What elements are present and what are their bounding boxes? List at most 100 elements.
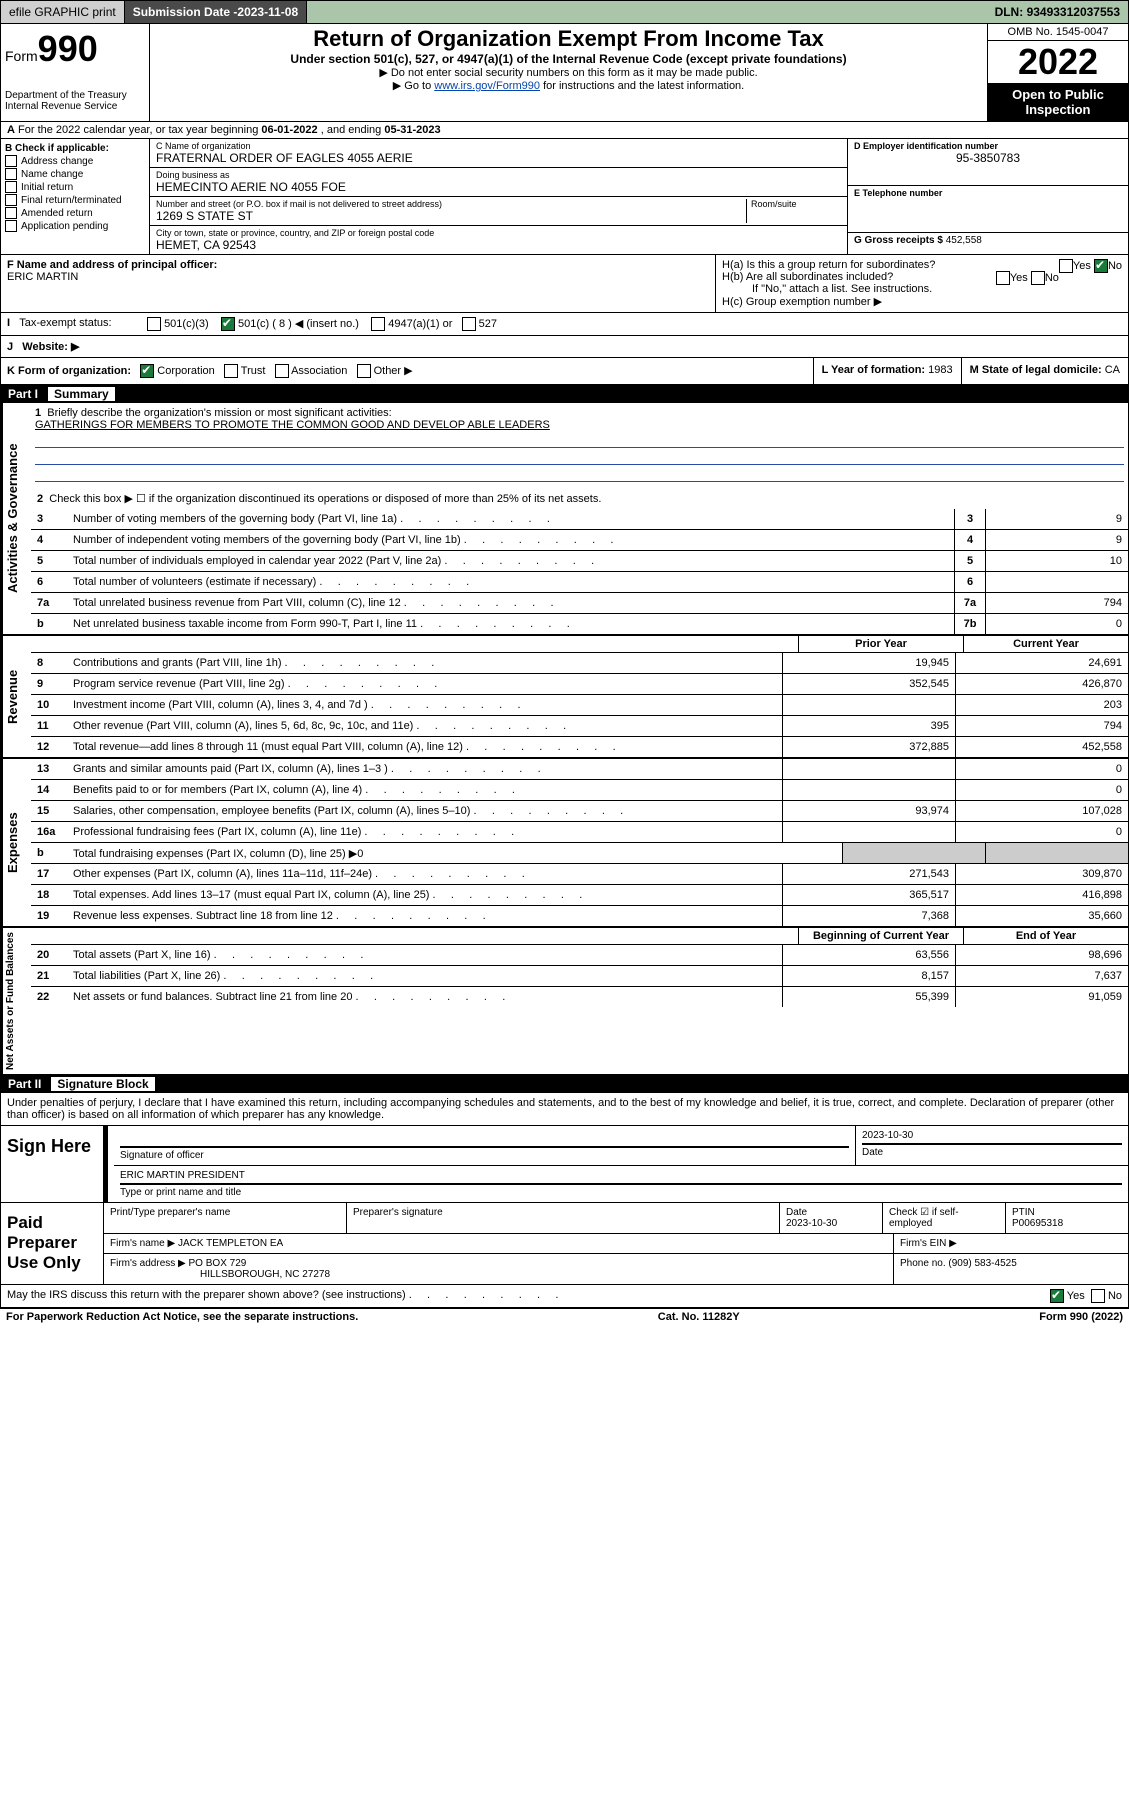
summary-line-15: 15Salaries, other compensation, employee… (31, 801, 1128, 822)
ha-no-checkbox[interactable] (1094, 259, 1108, 273)
self-employed-check[interactable]: Check ☑ if self-employed (883, 1203, 1006, 1233)
trust-checkbox[interactable] (224, 364, 238, 378)
governance-label: Activities & Governance (1, 403, 31, 634)
expenses-block: Expenses 13Grants and similar amounts pa… (1, 759, 1128, 928)
summary-line-10: 10Investment income (Part VIII, column (… (31, 695, 1128, 716)
efile-print-button[interactable]: efile GRAPHIC print (1, 1, 125, 23)
line-2: 2 Check this box ▶ ☐ if the organization… (31, 488, 1128, 509)
checkbox-application-pending[interactable]: Application pending (5, 220, 145, 232)
irs-link[interactable]: www.irs.gov/Form990 (434, 80, 540, 92)
preparer-name-field[interactable]: Print/Type preparer's name (104, 1203, 347, 1233)
527-checkbox[interactable] (462, 317, 476, 331)
form-subtitle: Under section 501(c), 527, or 4947(a)(1)… (156, 52, 981, 66)
group-return-section: H(a) Is this a group return for subordin… (716, 255, 1128, 312)
summary-line-b: bTotal fundraising expenses (Part IX, co… (31, 843, 1128, 864)
summary-line-3: 3Number of voting members of the governi… (31, 509, 1128, 530)
discuss-yes-checkbox[interactable] (1050, 1289, 1064, 1303)
officer-signature-field[interactable]: Signature of officer (114, 1126, 856, 1165)
summary-line-14: 14Benefits paid to or for members (Part … (31, 780, 1128, 801)
checkbox-initial-return[interactable]: Initial return (5, 181, 145, 193)
ssn-note: ▶ Do not enter social security numbers o… (156, 66, 981, 79)
summary-line-12: 12Total revenue—add lines 8 through 11 (… (31, 737, 1128, 757)
501c-checkbox[interactable] (221, 317, 235, 331)
row-j-website: J Website: ▶ (0, 336, 1129, 358)
corp-checkbox[interactable] (140, 364, 154, 378)
dln: DLN: 93493312037553 (995, 5, 1128, 19)
firm-phone: Phone no. (909) 583-4525 (894, 1254, 1128, 1284)
state-domicile: M State of legal domicile: CA (961, 358, 1128, 384)
preparer-signature-field[interactable]: Preparer's signature (347, 1203, 780, 1233)
summary-line-20: 20Total assets (Part X, line 16)63,55698… (31, 945, 1128, 966)
city-cell: City or town, state or province, country… (150, 226, 847, 254)
preparer-date: Date2023-10-30 (780, 1203, 883, 1233)
discuss-no-checkbox[interactable] (1091, 1289, 1105, 1303)
summary-line-4: 4Number of independent voting members of… (31, 530, 1128, 551)
officer-name-title: ERIC MARTIN PRESIDENT Type or print name… (114, 1166, 1128, 1202)
summary-line-18: 18Total expenses. Add lines 13–17 (must … (31, 885, 1128, 906)
telephone-cell: E Telephone number (848, 186, 1128, 233)
summary-line-13: 13Grants and similar amounts paid (Part … (31, 759, 1128, 780)
netassets-block: Net Assets or Fund Balances Beginning of… (1, 928, 1128, 1074)
col-b-checkboxes: B Check if applicable: Address change Na… (1, 139, 150, 254)
submission-date: Submission Date - 2023-11-08 (125, 1, 307, 23)
summary-line-6: 6Total number of volunteers (estimate if… (31, 572, 1128, 593)
part-2-header: Part II Signature Block (0, 1075, 1129, 1093)
summary-section: Activities & Governance 1 Briefly descri… (0, 403, 1129, 1075)
discuss-irs-row: May the IRS discuss this return with the… (0, 1285, 1129, 1308)
summary-line-8: 8Contributions and grants (Part VIII, li… (31, 653, 1128, 674)
summary-line-11: 11Other revenue (Part VIII, column (A), … (31, 716, 1128, 737)
row-a-tax-year: A For the 2022 calendar year, or tax yea… (0, 122, 1129, 139)
row-k: K Form of organization: Corporation Trus… (0, 358, 1129, 385)
dba-cell: Doing business as HEMECINTO AERIE NO 405… (150, 168, 847, 197)
revenue-block: Revenue Prior Year Current Year 8Contrib… (1, 636, 1128, 759)
expenses-label: Expenses (1, 759, 31, 926)
irs-label: Internal Revenue Service (5, 101, 145, 112)
dept-treasury: Department of the Treasury (5, 90, 145, 101)
summary-line-21: 21Total liabilities (Part X, line 26)8,1… (31, 966, 1128, 987)
instructions-link-line: ▶ Go to www.irs.gov/Form990 for instruct… (156, 79, 981, 92)
omb-number: OMB No. 1545-0047 (988, 24, 1128, 41)
summary-line-22: 22Net assets or fund balances. Subtract … (31, 987, 1128, 1007)
declaration-text: Under penalties of perjury, I declare th… (0, 1093, 1129, 1126)
row-f-h: F Name and address of principal officer:… (0, 255, 1129, 313)
hb-yes-checkbox[interactable] (996, 271, 1010, 285)
netassets-label: Net Assets or Fund Balances (1, 928, 31, 1074)
summary-line-5: 5Total number of individuals employed in… (31, 551, 1128, 572)
page-footer: For Paperwork Reduction Act Notice, see … (0, 1308, 1129, 1325)
row-i-j: I Tax-exempt status: 501(c)(3) 501(c) ( … (0, 313, 1129, 336)
hb-no-checkbox[interactable] (1031, 271, 1045, 285)
netassets-col-headers: Beginning of Current Year End of Year (31, 928, 1128, 945)
firm-ein: Firm's EIN ▶ (894, 1234, 1128, 1253)
signature-date: 2023-10-30 Date (856, 1126, 1128, 1165)
checkbox-name-change[interactable]: Name change (5, 168, 145, 180)
top-bar: efile GRAPHIC print Submission Date - 20… (0, 0, 1129, 24)
address-cell: Number and street (or P.O. box if mail i… (150, 197, 847, 226)
year-formation: L Year of formation: 1983 (813, 358, 961, 384)
revenue-col-headers: Prior Year Current Year (31, 636, 1128, 653)
paid-preparer-label: Paid Preparer Use Only (1, 1203, 104, 1284)
checkbox-address-change[interactable]: Address change (5, 155, 145, 167)
firm-address: Firm's address ▶ PO BOX 729 HILLSBOROUGH… (104, 1254, 894, 1284)
section-b-through-g: B Check if applicable: Address change Na… (0, 139, 1129, 255)
principal-officer: F Name and address of principal officer:… (1, 255, 716, 312)
assoc-checkbox[interactable] (275, 364, 289, 378)
sign-here-label: Sign Here (1, 1126, 104, 1202)
governance-block: Activities & Governance 1 Briefly descri… (1, 403, 1128, 636)
summary-line-16a: 16aProfessional fundraising fees (Part I… (31, 822, 1128, 843)
4947-checkbox[interactable] (371, 317, 385, 331)
form-title: Return of Organization Exempt From Incom… (156, 26, 981, 52)
checkbox-amended-return[interactable]: Amended return (5, 207, 145, 219)
other-checkbox[interactable] (357, 364, 371, 378)
revenue-label: Revenue (1, 636, 31, 757)
summary-line-17: 17Other expenses (Part IX, column (A), l… (31, 864, 1128, 885)
501c3-checkbox[interactable] (147, 317, 161, 331)
firm-name: Firm's name ▶ JACK TEMPLETON EA (104, 1234, 894, 1253)
summary-line-7b: bNet unrelated business taxable income f… (31, 614, 1128, 634)
checkbox-final-return[interactable]: Final return/terminated (5, 194, 145, 206)
summary-line-7a: 7aTotal unrelated business revenue from … (31, 593, 1128, 614)
paid-preparer-block: Paid Preparer Use Only Print/Type prepar… (0, 1203, 1129, 1285)
gross-receipts-cell: G Gross receipts $ 452,558 (848, 233, 1128, 248)
org-name-cell: C Name of organization FRATERNAL ORDER O… (150, 139, 847, 168)
ha-yes-checkbox[interactable] (1059, 259, 1073, 273)
summary-line-19: 19Revenue less expenses. Subtract line 1… (31, 906, 1128, 926)
